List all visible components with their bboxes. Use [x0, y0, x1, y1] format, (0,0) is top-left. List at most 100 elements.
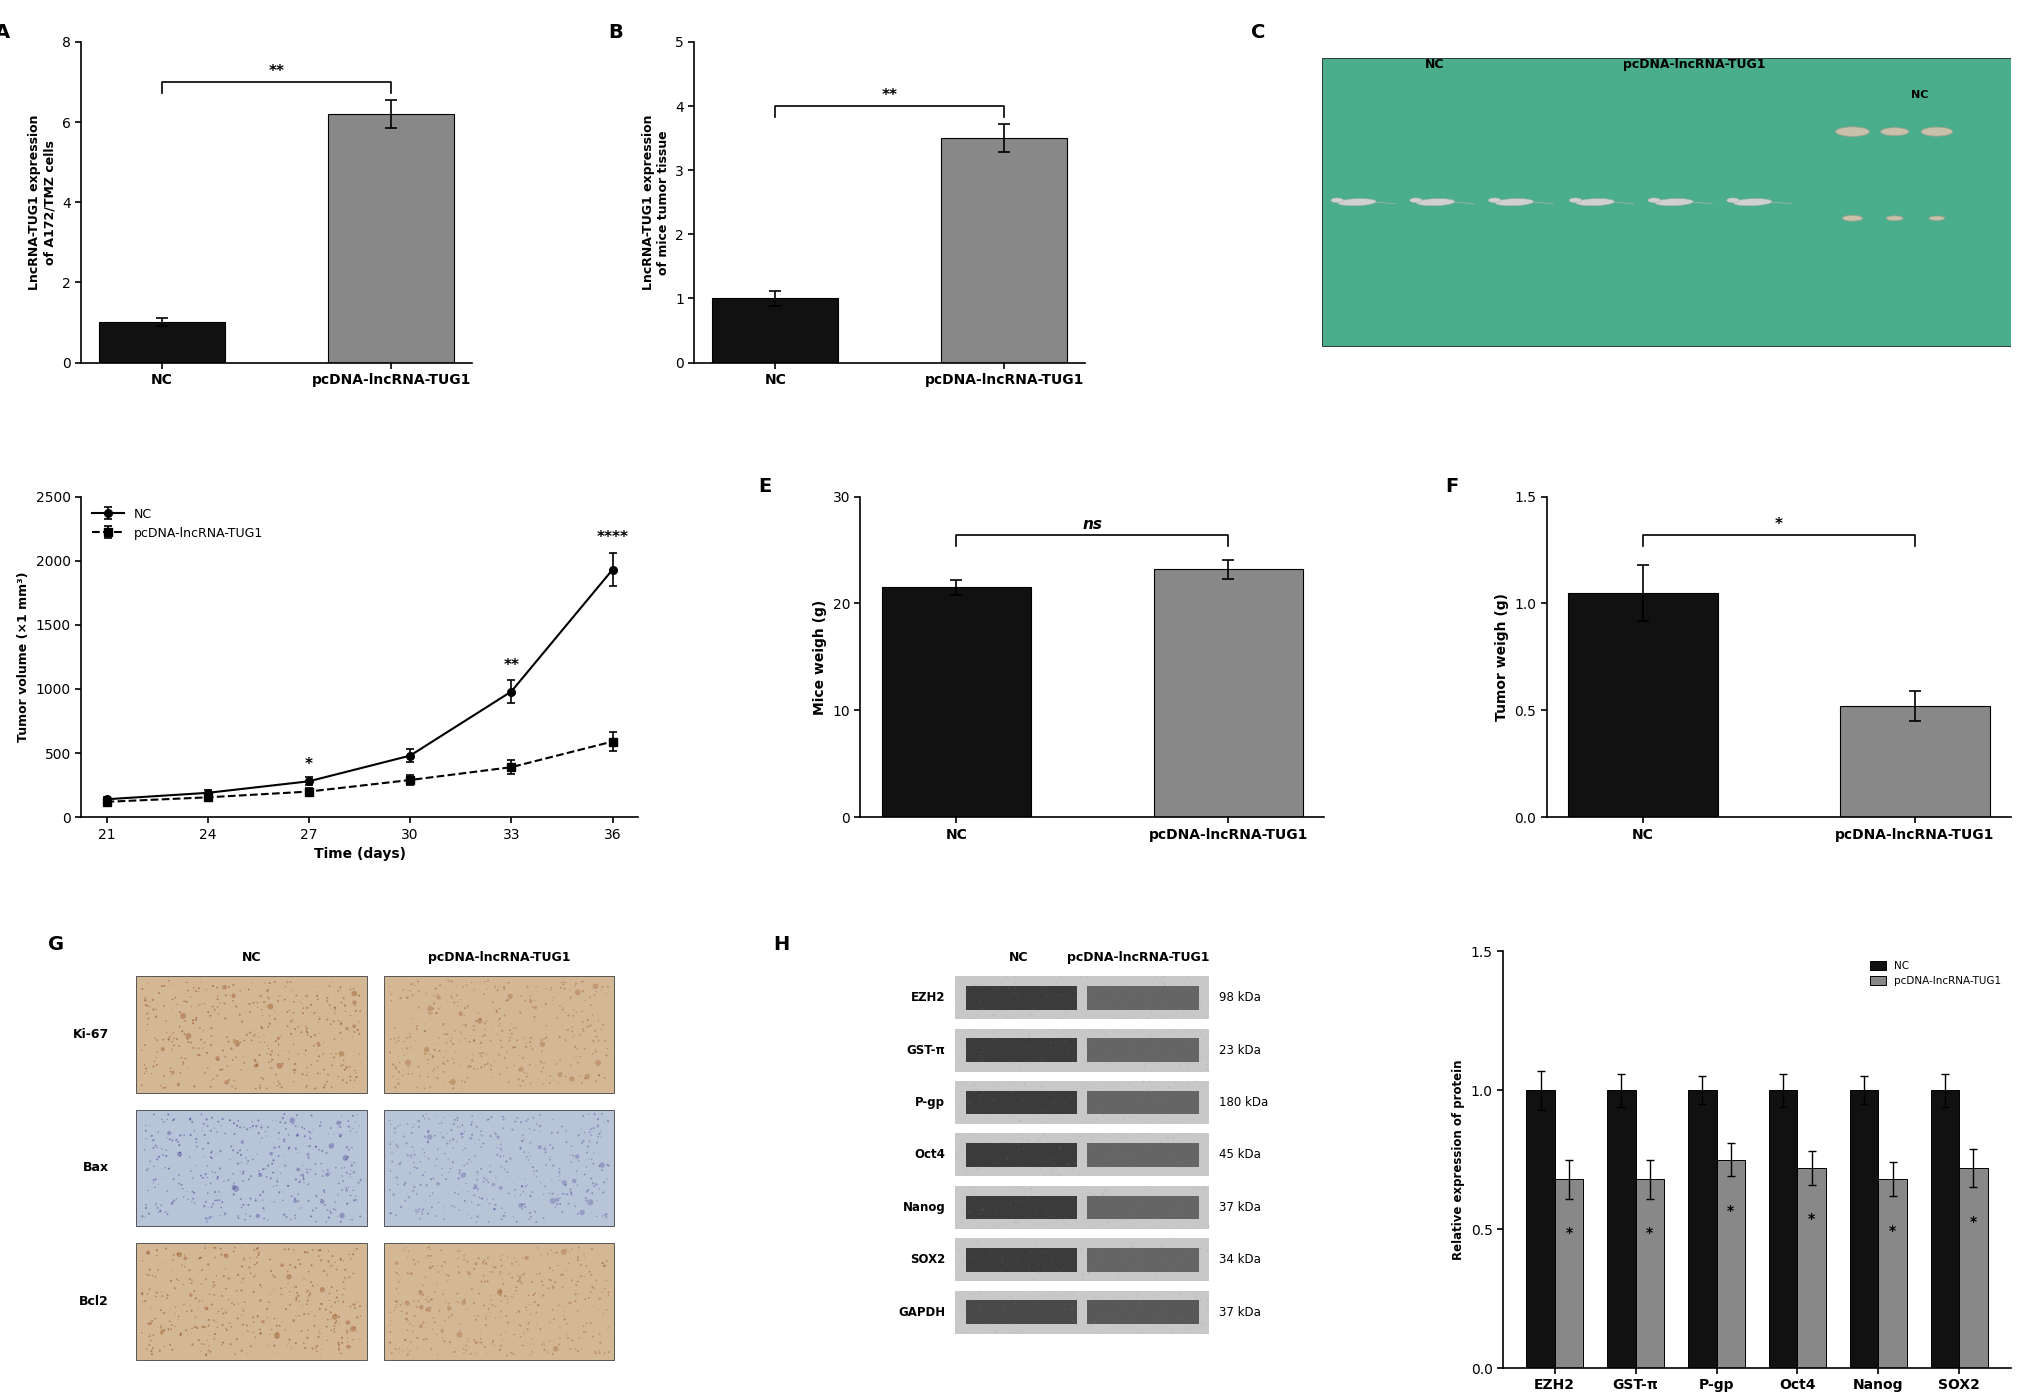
Point — [388, 1060, 420, 1082]
Point — [544, 995, 577, 1018]
Point — [323, 1122, 355, 1145]
Point — [304, 1343, 337, 1365]
Point — [1096, 1301, 1129, 1323]
Point — [215, 1316, 248, 1339]
Point — [952, 1159, 985, 1181]
Point — [978, 1217, 1011, 1240]
Point — [560, 972, 593, 994]
Point — [428, 1330, 461, 1353]
Point — [166, 1254, 199, 1276]
Point — [339, 1067, 371, 1089]
Point — [572, 1160, 605, 1182]
Point — [235, 1115, 268, 1138]
Point — [441, 994, 473, 1016]
Point — [282, 1159, 315, 1181]
Point — [526, 1061, 558, 1083]
Point — [244, 1160, 276, 1182]
Point — [550, 1268, 583, 1290]
Point — [420, 1258, 453, 1280]
Point — [298, 1034, 331, 1057]
Point — [451, 1328, 483, 1350]
Point — [1123, 1020, 1155, 1043]
Point — [952, 1201, 985, 1223]
Point — [1169, 1149, 1202, 1171]
Point — [552, 1167, 585, 1189]
Point — [1139, 1041, 1171, 1064]
Point — [404, 1315, 436, 1337]
Point — [964, 990, 997, 1012]
Point — [315, 1276, 347, 1298]
Point — [1058, 1280, 1090, 1302]
Point — [193, 1206, 225, 1228]
Point — [463, 1283, 495, 1305]
Point — [489, 990, 522, 1012]
Point — [1143, 1033, 1175, 1055]
Point — [248, 1208, 280, 1230]
Point — [473, 1192, 505, 1215]
Point — [1159, 1301, 1192, 1323]
Point — [483, 1282, 516, 1304]
Point — [311, 990, 343, 1012]
Point — [140, 1148, 173, 1170]
Point — [1149, 974, 1181, 997]
Point — [528, 1318, 560, 1340]
Ellipse shape — [1409, 198, 1421, 202]
Point — [954, 1092, 987, 1114]
Point — [489, 1202, 522, 1224]
Point — [311, 1159, 343, 1181]
Point — [534, 1240, 566, 1262]
Point — [591, 983, 623, 1005]
Point — [471, 1298, 503, 1321]
Point — [402, 1251, 434, 1273]
Point — [1173, 1235, 1206, 1258]
Point — [1054, 1086, 1086, 1108]
Point — [1145, 966, 1177, 988]
Point — [292, 1143, 325, 1166]
Point — [286, 1154, 319, 1177]
Point — [572, 986, 605, 1008]
Point — [327, 1069, 359, 1092]
Point — [424, 974, 457, 997]
Point — [215, 1291, 248, 1314]
Point — [164, 1145, 197, 1167]
Point — [1035, 1294, 1068, 1316]
Point — [479, 1122, 512, 1145]
Point — [1066, 1189, 1098, 1212]
Point — [270, 976, 302, 998]
Point — [246, 1005, 278, 1027]
Point — [195, 1146, 227, 1168]
Point — [134, 1297, 166, 1319]
Point — [382, 1270, 414, 1293]
Point — [568, 1244, 601, 1266]
Point — [495, 1242, 528, 1265]
Point — [209, 1203, 242, 1226]
Point — [1003, 1032, 1035, 1054]
Point — [1003, 1242, 1035, 1265]
Point — [1098, 1138, 1131, 1160]
Point — [1011, 1202, 1043, 1224]
Point — [254, 1248, 286, 1270]
Point — [335, 1336, 367, 1358]
Ellipse shape — [1488, 198, 1500, 202]
Point — [1155, 1083, 1188, 1106]
Point — [552, 1241, 585, 1263]
Point — [536, 1108, 568, 1131]
Point — [1163, 1247, 1196, 1269]
Point — [489, 1321, 522, 1343]
Point — [274, 1209, 307, 1231]
Point — [591, 1249, 623, 1272]
Point — [240, 1265, 272, 1287]
Point — [130, 1337, 162, 1360]
Point — [284, 1020, 317, 1043]
Point — [217, 1113, 250, 1135]
Point — [987, 1096, 1019, 1118]
Point — [510, 1175, 542, 1198]
Point — [1066, 1075, 1098, 1097]
Point — [944, 1081, 976, 1103]
Point — [455, 1266, 487, 1289]
Point — [280, 1104, 313, 1127]
Point — [244, 1322, 276, 1344]
Point — [390, 1189, 422, 1212]
Point — [430, 1132, 463, 1154]
Point — [201, 1189, 233, 1212]
